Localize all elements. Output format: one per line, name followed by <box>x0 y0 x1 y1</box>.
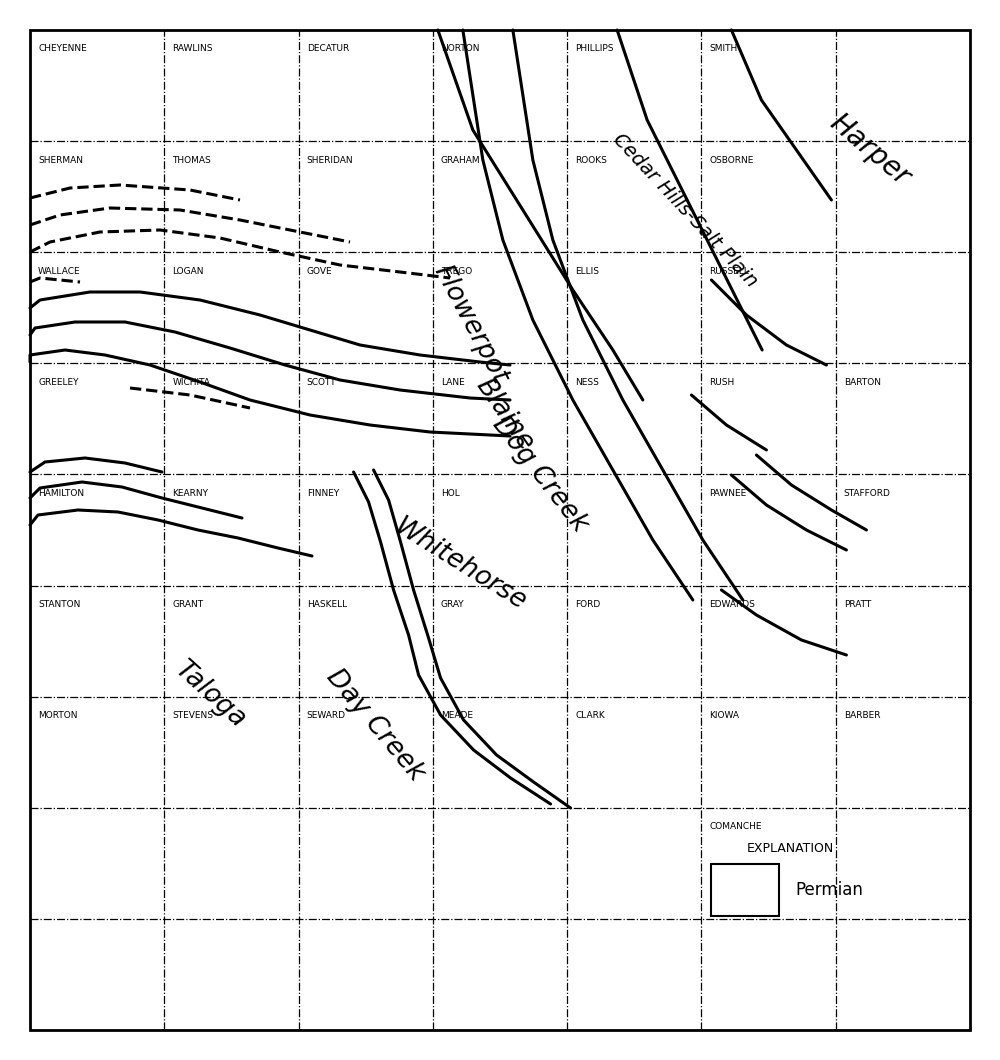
Text: HAMILTON: HAMILTON <box>38 489 84 498</box>
Text: GRAHAM: GRAHAM <box>441 156 481 164</box>
Text: FORD: FORD <box>575 600 600 609</box>
Text: ROOKS: ROOKS <box>575 156 607 164</box>
Text: KEARNY: KEARNY <box>172 489 208 498</box>
Text: Permian: Permian <box>795 881 863 899</box>
Text: LANE: LANE <box>441 377 465 387</box>
Text: COMANCHE: COMANCHE <box>709 823 762 831</box>
Text: Dog Creek: Dog Creek <box>487 412 593 537</box>
Text: ELLIS: ELLIS <box>575 267 599 276</box>
Text: Day Creek: Day Creek <box>321 664 429 785</box>
Text: PRATT: PRATT <box>844 600 871 609</box>
Text: SCOTT: SCOTT <box>307 377 336 387</box>
Text: EDWARDS: EDWARDS <box>709 600 755 609</box>
Text: STANTON: STANTON <box>38 600 80 609</box>
Text: SHERIDAN: SHERIDAN <box>307 156 353 164</box>
Text: NESS: NESS <box>575 377 599 387</box>
Text: CLARK: CLARK <box>575 711 605 720</box>
Text: FINNEY: FINNEY <box>307 489 339 498</box>
Text: MORTON: MORTON <box>38 711 78 720</box>
Text: GOVE: GOVE <box>307 267 332 276</box>
Text: OSBORNE: OSBORNE <box>709 156 754 164</box>
Text: Whitehorse: Whitehorse <box>389 514 531 616</box>
Text: MEADE: MEADE <box>441 711 473 720</box>
Text: HASKELL: HASKELL <box>307 600 347 609</box>
Text: Cedar Hills-Salt Plain: Cedar Hills-Salt Plain <box>609 129 761 290</box>
Text: WALLACE: WALLACE <box>38 267 81 276</box>
Text: PHILLIPS: PHILLIPS <box>575 45 614 53</box>
Text: PAWNEE: PAWNEE <box>709 489 747 498</box>
Bar <box>711 864 779 916</box>
Text: TREGO: TREGO <box>441 267 472 276</box>
Text: STEVENS: STEVENS <box>172 711 213 720</box>
Text: RUSH: RUSH <box>709 377 735 387</box>
Text: Flowerpot: Flowerpot <box>428 261 512 389</box>
Text: GRAY: GRAY <box>441 600 465 609</box>
Text: SMITH: SMITH <box>709 45 738 53</box>
Text: STAFFORD: STAFFORD <box>844 489 891 498</box>
Text: KIOWA: KIOWA <box>709 711 739 720</box>
Text: DECATUR: DECATUR <box>307 45 349 53</box>
Text: Blaine: Blaine <box>471 374 539 456</box>
Text: Harper: Harper <box>824 108 916 192</box>
Text: SEWARD: SEWARD <box>307 711 346 720</box>
Text: CHEYENNE: CHEYENNE <box>38 45 87 53</box>
Text: GRANT: GRANT <box>172 600 203 609</box>
Text: WICHITA: WICHITA <box>172 377 210 387</box>
Text: RUSSELL: RUSSELL <box>709 267 749 276</box>
Text: BARBER: BARBER <box>844 711 880 720</box>
Text: EXPLANATION: EXPLANATION <box>746 842 834 854</box>
Text: LOGAN: LOGAN <box>172 267 204 276</box>
Text: RAWLINS: RAWLINS <box>172 45 213 53</box>
Text: THOMAS: THOMAS <box>172 156 211 164</box>
Text: Taloga: Taloga <box>169 656 251 734</box>
Text: GREELEY: GREELEY <box>38 377 79 387</box>
Text: HOL: HOL <box>441 489 460 498</box>
Text: NORTON: NORTON <box>441 45 479 53</box>
Text: BARTON: BARTON <box>844 377 881 387</box>
Text: SHERMAN: SHERMAN <box>38 156 83 164</box>
